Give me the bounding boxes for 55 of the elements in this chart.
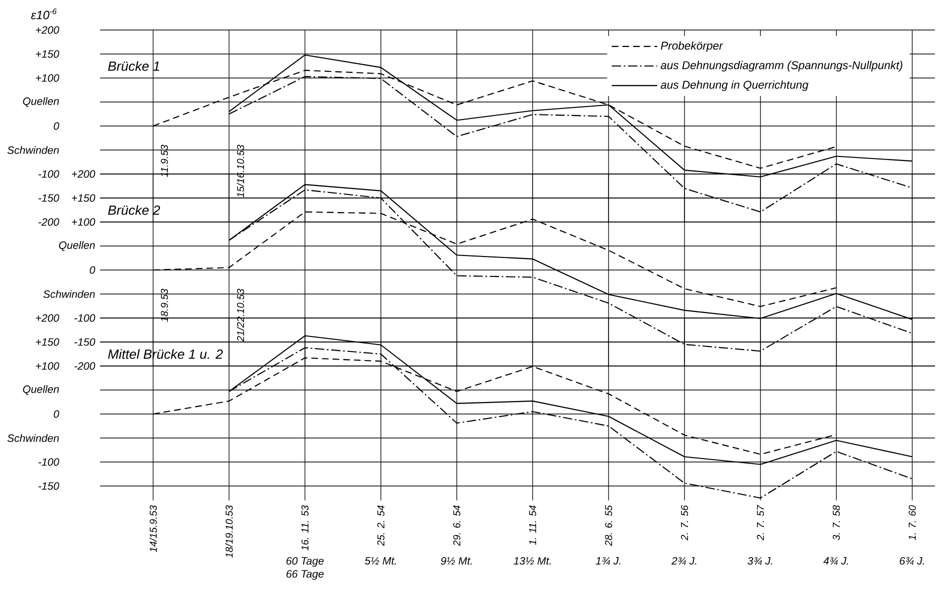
y-tick-label: Schwinden: [7, 146, 59, 154]
y-tick-label: -150: [74, 338, 96, 346]
y-tick-label: Schwinden: [43, 290, 95, 298]
y-tick-label: +150: [36, 50, 60, 58]
y-tick-label: -100: [74, 314, 96, 322]
x-tick-label: 25. 2. 54: [377, 506, 384, 546]
y-tick-label: Quellen: [59, 241, 95, 251]
x-tick-label: 3. 7. 58: [832, 505, 840, 540]
text: 6¾ J.: [900, 557, 924, 565]
y-tick-label: -100: [38, 170, 60, 178]
y-axis-title: ε10$^{-6}$: [31, 8, 57, 20]
y-tick-label: -100: [38, 458, 60, 466]
x-tick-label: 21/22.10.53: [236, 288, 244, 342]
x-tick-label: 14/15.9.53: [149, 505, 157, 552]
y-tick-label: +100: [36, 74, 60, 82]
x-tick-label: 1. 7. 60: [908, 505, 916, 540]
legend-label: aus Dehnungsdiagramm (Spannungs-Nullpunkt): [660, 60, 902, 72]
y-tick-label: +200: [72, 170, 96, 178]
y-tick-label: -200: [38, 218, 60, 226]
legend-label: aus Dehnung in Querrichtung: [660, 80, 808, 92]
y-tick-label: -150: [38, 482, 60, 490]
x-tick-label: 1. 11. 54: [529, 505, 536, 545]
y-tick-label: Quellen: [23, 385, 59, 395]
x-tick-label: 18/19.10.53: [225, 505, 233, 558]
x-tick-label: 18.9.53: [160, 288, 168, 322]
x-tick-label: 11.9.53: [160, 144, 168, 178]
x-tick-label: 16. 11. 53: [301, 505, 309, 550]
y-tick-label: +100: [36, 362, 60, 370]
y-tick-label: 0: [54, 410, 60, 418]
y-tick-label: +100: [72, 218, 96, 226]
text: 1¾ J.: [596, 557, 620, 565]
x-tick-label: 15/16.10.53: [236, 144, 244, 198]
y-tick-label: Schwinden: [7, 434, 59, 442]
y-tick-label: Quellen: [23, 97, 59, 107]
text: 2¾ J.: [671, 557, 696, 565]
text: 60 Tage: [286, 557, 324, 567]
y-tick-label: +200: [36, 26, 60, 34]
x-tick-label: 2. 7. 57: [756, 504, 764, 540]
x-tick-label: 28. 6. 55: [605, 505, 612, 546]
y-tick-label: 0: [90, 266, 96, 274]
y-tick-label: 0: [54, 122, 60, 130]
y-tick-label: +200: [36, 314, 60, 322]
text: 13½ Mt.: [514, 557, 551, 565]
y-tick-label: +150: [36, 338, 60, 346]
x-tick-label: 2. 7. 56: [680, 505, 688, 540]
text: 4¾ J.: [823, 557, 848, 565]
text: 66 Tage: [286, 570, 324, 580]
text: 5½ Mt.: [364, 557, 396, 565]
text: 9½ Mt.: [440, 557, 472, 565]
x-tick-label: 29. 6. 54: [453, 506, 460, 546]
legend-label: Probekörper: [660, 41, 724, 52]
y-tick-label: -200: [74, 362, 96, 370]
y-tick-label: -150: [38, 194, 60, 202]
y-tick-label: +150: [72, 194, 96, 202]
text: 3¾ J.: [748, 557, 772, 565]
